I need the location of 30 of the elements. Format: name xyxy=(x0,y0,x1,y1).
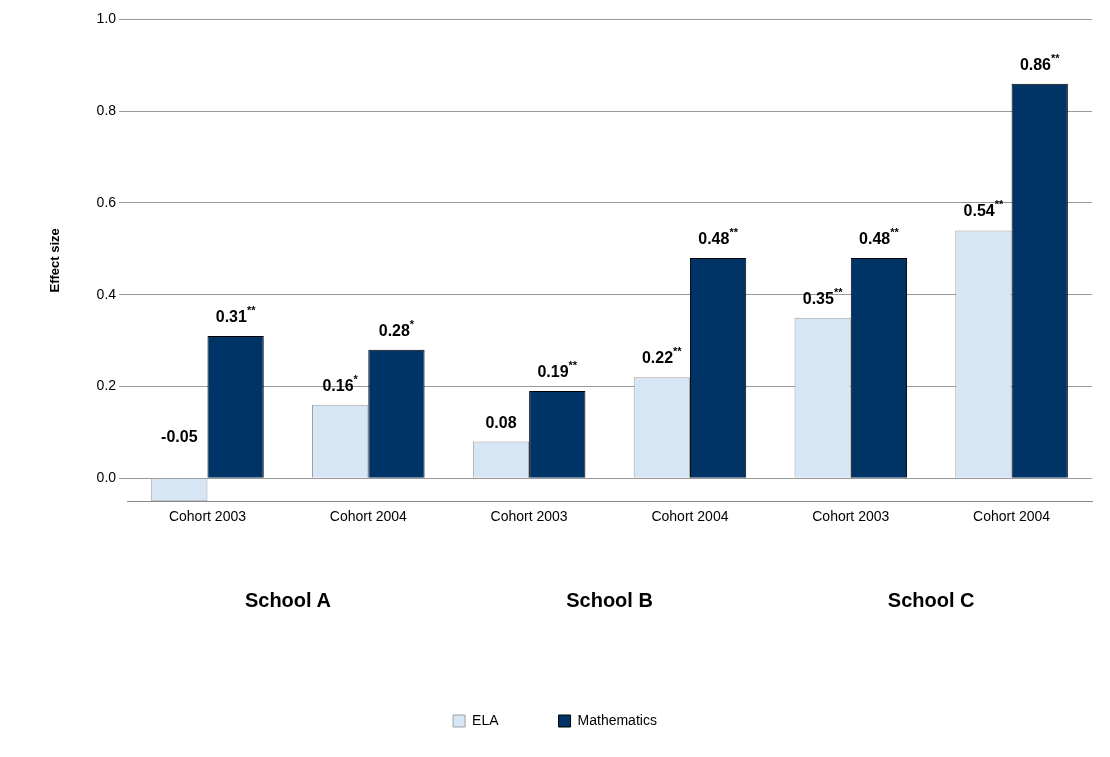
y-tick-label: 0.6 xyxy=(96,193,117,210)
data-label: -0.05 xyxy=(161,428,198,446)
legend-label: Mathematics xyxy=(577,711,657,728)
data-label: 0.16* xyxy=(322,372,359,394)
data-label: 0.19** xyxy=(537,359,578,381)
text: School C xyxy=(887,588,975,611)
data-label: 0.48** xyxy=(698,226,739,248)
y-tick-label: 0.8 xyxy=(96,102,117,119)
data-label: 0.31** xyxy=(215,304,257,326)
x-tick-label: Cohort 2003 xyxy=(812,508,890,525)
data-label: 0.28* xyxy=(378,317,415,339)
x-tick-label: Cohort 2003 xyxy=(168,508,247,525)
legend-label: ELA xyxy=(472,711,500,728)
y-tick-label: 0.0 xyxy=(96,469,117,486)
data-label: 0.54** xyxy=(963,198,1005,220)
x-tick-label: Cohort 2004 xyxy=(973,508,1051,525)
text: School A xyxy=(244,588,331,611)
x-tick-label: Cohort 2003 xyxy=(490,508,568,525)
y-tick-label: 0.4 xyxy=(96,285,117,302)
data-label: 0.86** xyxy=(1019,51,1061,73)
x-tick-label: Cohort 2004 xyxy=(651,508,729,525)
x-tick-label: Cohort 2004 xyxy=(329,508,408,525)
y-tick-label: 0.2 xyxy=(96,377,117,394)
y-tick-label: 1.0 xyxy=(96,10,117,27)
y-axis-title: Effect size xyxy=(47,228,63,293)
data-label: 0.22** xyxy=(641,345,683,367)
text: School B xyxy=(566,588,653,611)
data-label: 0.08 xyxy=(485,413,517,431)
data-label: 0.35** xyxy=(802,285,844,307)
data-label: 0.48** xyxy=(859,226,900,248)
